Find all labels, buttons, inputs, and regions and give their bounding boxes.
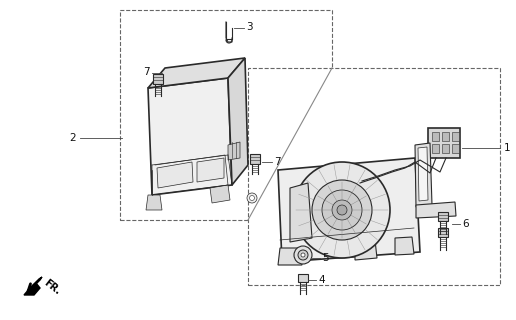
Circle shape	[301, 253, 305, 257]
Polygon shape	[153, 74, 163, 84]
Polygon shape	[442, 144, 449, 153]
Polygon shape	[298, 274, 308, 282]
Polygon shape	[278, 158, 420, 262]
Polygon shape	[452, 132, 459, 141]
Polygon shape	[355, 240, 377, 260]
Polygon shape	[290, 183, 312, 242]
Text: 1: 1	[504, 143, 511, 153]
Polygon shape	[432, 132, 439, 141]
Text: 4: 4	[318, 275, 325, 285]
Circle shape	[294, 162, 390, 258]
Polygon shape	[197, 158, 224, 182]
Text: 6: 6	[462, 219, 469, 229]
Circle shape	[332, 200, 352, 220]
Polygon shape	[24, 277, 42, 295]
Text: 7: 7	[143, 67, 150, 77]
Polygon shape	[250, 154, 260, 164]
Text: 5: 5	[322, 253, 329, 263]
Text: FR.: FR.	[42, 277, 62, 297]
Circle shape	[298, 250, 308, 260]
Polygon shape	[148, 58, 245, 88]
Circle shape	[250, 196, 254, 201]
Polygon shape	[442, 132, 449, 141]
Polygon shape	[438, 212, 448, 221]
Polygon shape	[415, 143, 432, 207]
Circle shape	[337, 205, 347, 215]
Polygon shape	[157, 162, 193, 188]
Text: 7: 7	[274, 157, 281, 167]
Circle shape	[294, 246, 312, 264]
Polygon shape	[146, 195, 162, 210]
Polygon shape	[452, 144, 459, 153]
Polygon shape	[278, 248, 302, 265]
Polygon shape	[418, 147, 428, 201]
Polygon shape	[395, 237, 414, 255]
Bar	[120, 10, 332, 220]
Text: 2: 2	[69, 133, 76, 143]
Polygon shape	[228, 142, 240, 160]
Circle shape	[312, 180, 372, 240]
Polygon shape	[210, 185, 230, 203]
Circle shape	[247, 193, 257, 203]
Polygon shape	[228, 58, 248, 185]
Polygon shape	[432, 144, 439, 153]
Polygon shape	[148, 78, 232, 195]
Bar	[248, 68, 500, 285]
Polygon shape	[428, 128, 460, 158]
Text: 3: 3	[246, 22, 253, 32]
Polygon shape	[416, 202, 456, 218]
Polygon shape	[438, 228, 448, 237]
Circle shape	[322, 190, 362, 230]
